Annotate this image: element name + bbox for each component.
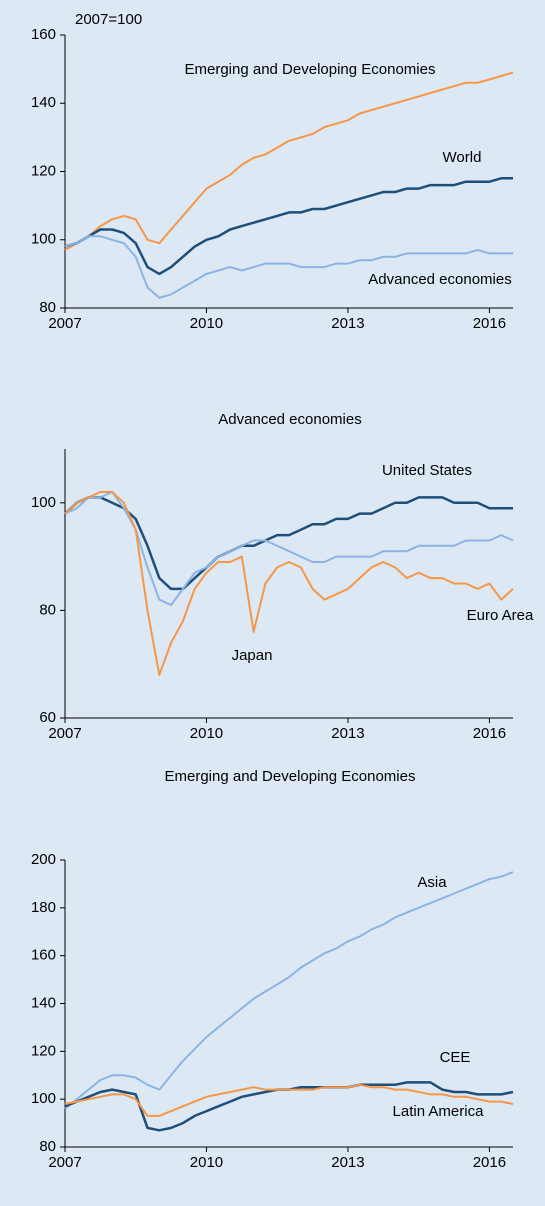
x-tick-label: 2013 <box>331 725 364 742</box>
series-label: Japan <box>232 647 273 664</box>
series-label: Asia <box>417 874 447 891</box>
series-label: CEE <box>440 1049 471 1066</box>
y-tick-label: 200 <box>31 851 56 868</box>
series-line <box>64 235 513 299</box>
x-tick-label: 2010 <box>190 315 223 332</box>
series-label: Latin America <box>393 1103 485 1120</box>
series-line <box>64 71 514 251</box>
y-tick-label: 120 <box>31 162 56 179</box>
y-tick-label: 160 <box>31 947 56 964</box>
y-tick-label: 140 <box>31 94 56 111</box>
x-tick-label: 2010 <box>190 1154 223 1171</box>
x-tick-label: 2010 <box>190 725 223 742</box>
y-tick-label: 100 <box>31 1090 56 1107</box>
series-label: United States <box>382 462 472 479</box>
y-tick-label: 80 <box>39 601 56 618</box>
series-label: World <box>443 149 482 166</box>
x-tick-label: 2007 <box>48 315 81 332</box>
y-tick-label: 140 <box>31 994 56 1011</box>
series-line <box>64 177 513 276</box>
series-label: Euro Area <box>467 607 534 624</box>
series-label: Advanced economies <box>368 271 511 288</box>
x-tick-label: 2016 <box>473 1154 506 1171</box>
y-tick-label: 60 <box>39 709 56 726</box>
y-tick-label: 100 <box>31 494 56 511</box>
x-tick-label: 2007 <box>48 725 81 742</box>
x-tick-label: 2016 <box>473 725 506 742</box>
y-tick-label: 80 <box>39 1138 56 1155</box>
series-line <box>64 491 514 676</box>
y-tick-label: 160 <box>31 26 56 43</box>
series-label: Emerging and Developing Economies <box>185 61 436 78</box>
x-tick-label: 2016 <box>473 315 506 332</box>
y-tick-label: 100 <box>31 231 56 248</box>
x-tick-label: 2013 <box>331 1154 364 1171</box>
panel-title: Emerging and Developing Economies <box>165 768 416 785</box>
series-line <box>64 491 514 606</box>
annotation: 2007=100 <box>75 11 142 28</box>
y-tick-label: 180 <box>31 899 56 916</box>
y-tick-label: 120 <box>31 1042 56 1059</box>
x-tick-label: 2007 <box>48 1154 81 1171</box>
series-line <box>64 871 514 1110</box>
panel-title: Advanced economies <box>218 411 361 428</box>
series-line <box>64 1083 514 1117</box>
series-line <box>64 496 513 591</box>
x-tick-label: 2013 <box>331 315 364 332</box>
y-tick-label: 80 <box>39 299 56 316</box>
